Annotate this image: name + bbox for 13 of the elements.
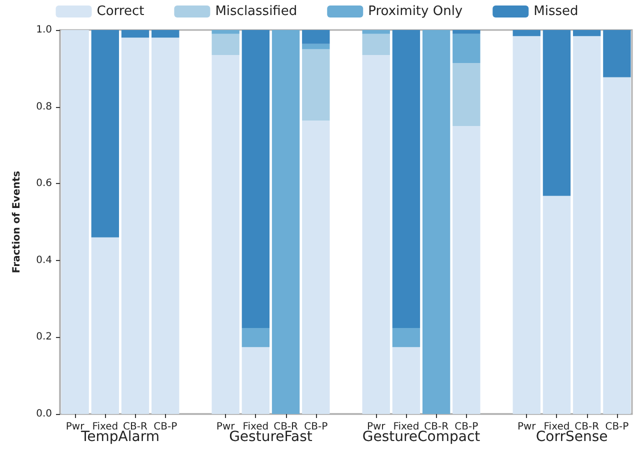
legend-label: Correct [96,4,144,19]
y-tick-label: 0.2 [36,332,52,343]
y-tick-label: 0.8 [36,101,52,112]
legend-label: Proximity Only [368,4,463,19]
x-tick-label: CB-P [605,422,629,432]
y-tick-label: 1.0 [36,24,52,36]
legend-label: Missed [534,4,578,19]
y-tick-label: 0.6 [36,178,52,190]
x-tick-label: Pwr [517,422,537,432]
legend-label: Misclassified [215,4,298,19]
y-tick-label: 0.4 [36,254,52,266]
y-tick-label: 0.0 [36,408,52,420]
y-axis-title: Fraction of Events [12,170,22,274]
